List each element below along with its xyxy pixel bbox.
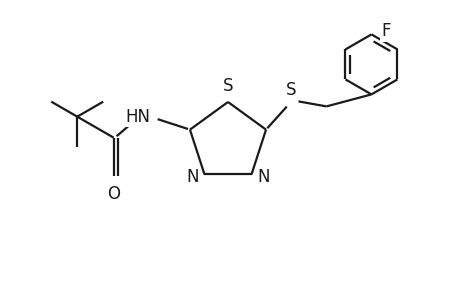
- Text: S: S: [222, 77, 233, 95]
- Text: O: O: [107, 185, 120, 203]
- Text: F: F: [381, 22, 390, 40]
- Text: HN: HN: [125, 108, 150, 126]
- Text: N: N: [257, 168, 269, 186]
- Text: S: S: [285, 81, 296, 99]
- Text: N: N: [185, 168, 198, 186]
